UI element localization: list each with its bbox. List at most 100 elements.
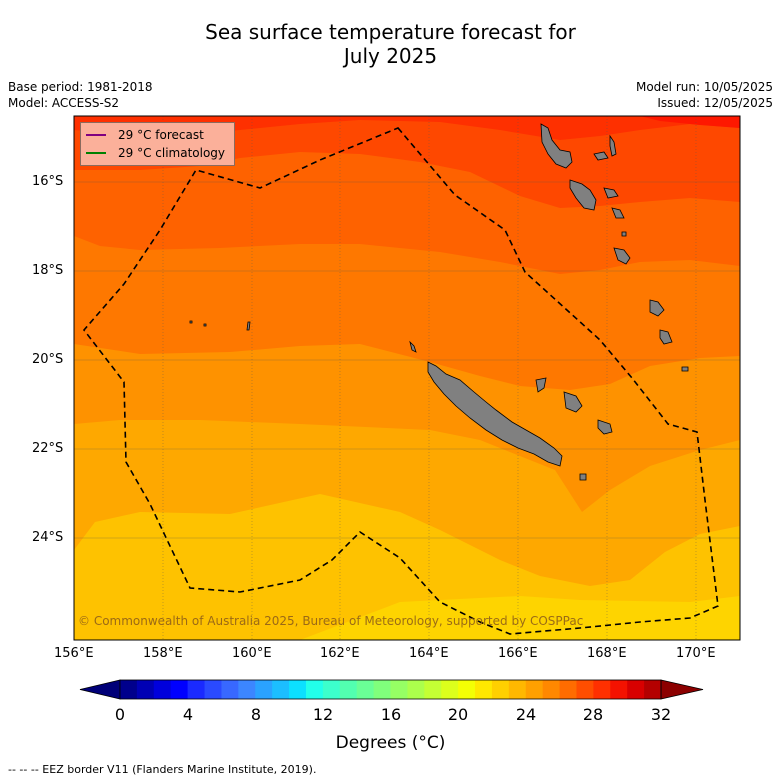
vanuatu-ambrym (593, 151, 609, 161)
colorbar (79, 679, 704, 700)
colorbar-segment (525, 680, 544, 699)
colorbar-tick-label: 0 (114, 705, 126, 724)
vanuatu-espiritu-santo (540, 123, 573, 169)
colorbar-segment (322, 680, 341, 699)
copyright-text: © Commonwealth of Australia 2025, Bureau… (78, 614, 584, 628)
lon-gridlines (162, 116, 697, 640)
colorbar-under-arrow (79, 679, 121, 700)
map-frame (73, 115, 741, 641)
lat-tick-label: 20°S (32, 352, 64, 367)
colorbar-tick-label: 24 (515, 705, 537, 724)
chesterfield-islands (246, 321, 251, 331)
colorbar-tick-label: 4 (182, 705, 194, 724)
new-caledonia-island (427, 361, 563, 467)
colorbar-tick-label: 32 (650, 705, 672, 724)
matthew-island (681, 366, 689, 372)
colorbar-segment (491, 680, 510, 699)
colorbar-segment (576, 680, 594, 699)
colorbar-segment (508, 680, 527, 699)
vanuatu-epi (603, 187, 619, 199)
colorbar-segment (170, 680, 189, 699)
legend-box: 29 °C forecast 29 °C climatology (80, 122, 235, 166)
colorbar-segment (255, 680, 273, 699)
lon-tick-label: 164°E (409, 646, 449, 661)
colorbar-title: Degrees (°C) (335, 733, 446, 753)
colorbar-segment (339, 680, 358, 699)
colorbar-tick-label: 8 (250, 705, 262, 724)
model-text: Model: ACCESS-S2 (8, 96, 120, 110)
legend-item-climatology: 29 °C climatology (86, 145, 225, 161)
colorbar-segment (559, 680, 577, 699)
temperature-field (74, 116, 740, 640)
model-run-text: Model run: 10/05/2025 (635, 80, 773, 94)
small-islet-2 (203, 323, 207, 327)
colorbar-segment (289, 680, 307, 699)
colorbar-over-arrow (660, 679, 704, 700)
colorbar-segment (204, 680, 222, 699)
small-islet-3 (621, 231, 627, 237)
vanuatu-efate (613, 247, 631, 265)
map-title-line1: Sea surface temperature forecast for (205, 20, 576, 44)
lon-tick-label: 166°E (498, 646, 538, 661)
legend-forecast-label: 29 °C forecast (118, 128, 204, 142)
loyalty-ouvea (535, 377, 547, 393)
colorbar-segment (373, 680, 391, 699)
map-title-line2: July 2025 (343, 44, 438, 68)
band-30-31 (640, 116, 740, 128)
colorbar-frame (119, 679, 662, 700)
colorbar-segment (120, 680, 138, 699)
colorbar-segment (627, 680, 645, 699)
colorbar-segment (610, 680, 628, 699)
eez-footer-note: -- -- -- EEZ border V11 (Flanders Marine… (8, 763, 317, 776)
lat-tick-label: 22°S (32, 441, 64, 456)
colorbar-segment (153, 680, 172, 699)
colorbar-segment (221, 680, 239, 699)
colorbar-segment (238, 680, 256, 699)
loyalty-mare (597, 419, 613, 435)
colorbar-segment (644, 680, 662, 699)
legend-forecast-line (86, 134, 106, 136)
legend-item-forecast: 29 °C forecast (86, 127, 204, 143)
colorbar-segment (356, 680, 375, 699)
base-period-text: Base period: 1981-2018 (8, 80, 153, 94)
lat-tick-label: 16°S (32, 174, 64, 189)
colorbar-segment (136, 680, 155, 699)
small-islet-1 (189, 320, 193, 324)
colorbar-segment (305, 680, 324, 699)
lon-tick-label: 156°E (54, 646, 94, 661)
lon-tick-label: 168°E (587, 646, 627, 661)
eez-border (82, 127, 719, 635)
colorbar-segment (441, 680, 459, 699)
isle-of-pines (579, 473, 587, 481)
legend-climatology-label: 29 °C climatology (118, 146, 226, 160)
colorbar-segment (390, 680, 408, 699)
lat-tick-label: 18°S (32, 263, 64, 278)
vanuatu-erromango (649, 299, 665, 317)
lon-tick-label: 170°E (676, 646, 716, 661)
issued-text: Issued: 12/05/2025 (657, 96, 773, 110)
colorbar-tick-label: 20 (447, 705, 469, 724)
colorbar-segment (424, 680, 442, 699)
colorbar-tick-label: 16 (380, 705, 402, 724)
legend-climatology-line (86, 152, 106, 154)
colorbar-segment (542, 680, 561, 699)
vanuatu-shepherd (611, 207, 625, 219)
colorbar-segment (593, 680, 611, 699)
vanuatu-pentecost (609, 134, 617, 157)
colorbar-segment (187, 680, 206, 699)
vanuatu-tanna (659, 329, 673, 345)
colorbar-tick-label: 12 (312, 705, 334, 724)
colorbar-tick-label: 28 (582, 705, 604, 724)
lon-tick-label: 160°E (232, 646, 272, 661)
colorbar-segment (458, 680, 476, 699)
loyalty-lifou (563, 391, 583, 413)
lat-gridlines (74, 181, 740, 539)
colorbar-segment (475, 680, 493, 699)
colorbar-segment (407, 680, 425, 699)
lon-tick-label: 158°E (143, 646, 183, 661)
colorbar-segment (272, 680, 290, 699)
lat-tick-label: 24°S (32, 530, 64, 545)
land-masses (189, 123, 689, 481)
belep-islands (409, 340, 417, 353)
